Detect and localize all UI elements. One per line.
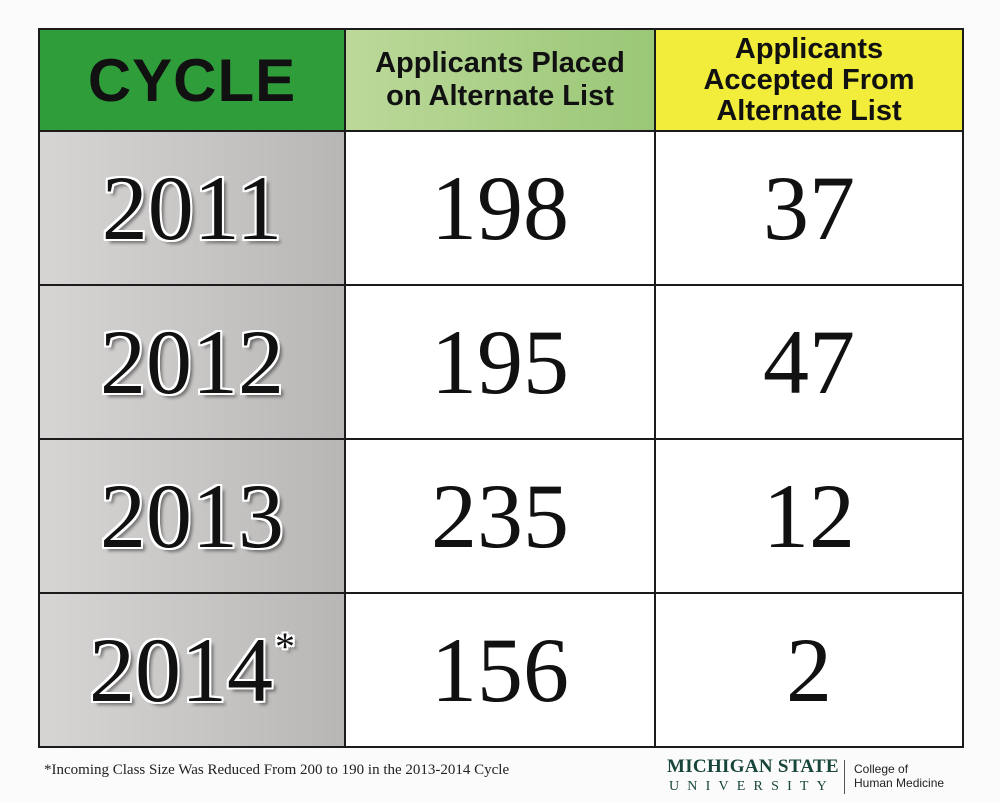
placed-value: 195 [344, 284, 656, 440]
footnote: *Incoming Class Size Was Reduced From 20… [44, 762, 510, 778]
cycle-year: 2014 [89, 619, 273, 721]
placed-value: 235 [344, 438, 656, 594]
cycle-cell: 2013 [38, 438, 346, 594]
msu-logo: MICHIGAN STATE UNIVERSITY College of Hum… [667, 756, 967, 798]
cycle-year: 2012 [100, 311, 284, 413]
cycle-cell: 2014* [38, 592, 346, 748]
logo-institution: MICHIGAN STATE [667, 756, 839, 777]
header-applicants-accepted: Applicants Accepted From Alternate List [654, 28, 964, 132]
header-cycle: CYCLE [38, 28, 346, 132]
accepted-value: 2 [654, 592, 964, 748]
cycle-cell: 2012 [38, 284, 346, 440]
footnote-marker: * [275, 624, 295, 669]
table-body: 2011 198 37 2012 195 47 2013 235 12 2014* 156 2 [38, 130, 964, 748]
placed-value: 198 [344, 130, 656, 286]
table-row: 2013 235 12 [38, 438, 964, 594]
placed-value: 156 [344, 592, 656, 748]
accepted-value: 47 [654, 284, 964, 440]
alternate-list-table-container: CYCLE Applicants Placed on Alternate List… [38, 28, 964, 748]
alternate-list-table: CYCLE Applicants Placed on Alternate List… [38, 28, 964, 748]
table-row: 2011 198 37 [38, 130, 964, 286]
logo-college-line2: Human Medicine [854, 776, 945, 790]
header-applicants-placed: Applicants Placed on Alternate List [344, 28, 656, 132]
header-row: CYCLE Applicants Placed on Alternate List… [38, 28, 964, 132]
cycle-cell: 2011 [38, 130, 346, 286]
table-row: 2014* 156 2 [38, 592, 964, 748]
logo-university: UNIVERSITY [669, 779, 835, 794]
logo-college-line1: College of [854, 762, 909, 776]
cycle-year: 2013 [100, 465, 284, 567]
logo-college: College of Human Medicine [854, 762, 944, 790]
cycle-year: 2011 [101, 157, 283, 259]
accepted-value: 12 [654, 438, 964, 594]
table-row: 2012 195 47 [38, 284, 964, 440]
logo-divider [844, 760, 845, 794]
accepted-value: 37 [654, 130, 964, 286]
